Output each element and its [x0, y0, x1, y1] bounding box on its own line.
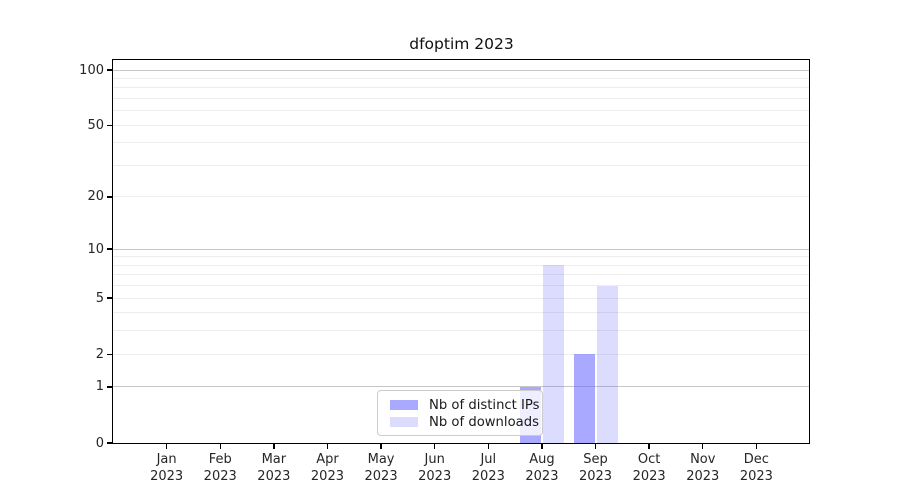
chart-title: dfoptim 2023 [409, 35, 514, 53]
legend-item-downloads: Nb of downloads [390, 414, 542, 430]
y-tick-mark [107, 124, 113, 126]
y-tick-label: 20 [87, 189, 104, 205]
x-tick-mark [487, 444, 489, 449]
y-tick-label: 50 [87, 117, 104, 133]
gridline-minor [113, 274, 810, 276]
y-tick-mark [107, 297, 113, 299]
x-tick-label: Mar 2023 [242, 452, 306, 485]
chart-legend: Nb of distinct IPs Nb of downloads [377, 390, 543, 436]
x-tick-mark [380, 444, 382, 449]
x-tick-label: Jul 2023 [456, 452, 520, 485]
x-tick-year: 2023 [310, 468, 344, 484]
legend-label-downloads: Nb of downloads [429, 414, 539, 430]
y-tick-label: 100 [79, 62, 104, 78]
x-tick-year: 2023 [364, 468, 398, 484]
y-tick-mark [107, 196, 113, 198]
gridline-minor [113, 124, 810, 126]
x-tick-label: Jun 2023 [403, 452, 467, 485]
gridline-minor [113, 142, 810, 144]
bar-nb-of-distinct-ips-sep [573, 354, 595, 443]
x-tick-year: 2023 [525, 468, 559, 484]
gridline-minor [113, 312, 810, 314]
x-tick-month: Jan [156, 452, 177, 467]
x-tick-mark [541, 444, 543, 449]
x-tick-mark [219, 444, 221, 449]
y-tick-mark [107, 386, 113, 388]
x-tick-month: Mar [261, 452, 287, 467]
gridline-major [113, 248, 810, 250]
y-tick-label: 1 [95, 379, 104, 395]
gridline-minor [113, 256, 810, 258]
gridline-minor [113, 330, 810, 332]
gridline-major [113, 386, 810, 388]
y-tick-mark [107, 248, 113, 250]
x-tick-year: 2023 [739, 468, 773, 484]
x-tick-month: Apr [316, 452, 339, 467]
gridline-major [113, 69, 810, 71]
y-tick-mark [107, 442, 113, 444]
bar-nb-of-downloads-sep [596, 285, 618, 443]
bar-nb-of-downloads-aug [542, 265, 564, 443]
x-tick-month: Oct [637, 452, 661, 467]
x-tick-month: Dec [743, 452, 769, 467]
x-tick-label: Dec 2023 [724, 452, 788, 485]
y-tick-mark [107, 353, 113, 355]
gridline-minor [113, 164, 810, 166]
x-tick-label: Sep 2023 [564, 452, 628, 485]
x-tick-year: 2023 [150, 468, 184, 484]
y-tick-label: 0 [95, 435, 104, 451]
x-tick-mark [273, 444, 275, 449]
x-tick-mark [648, 444, 650, 449]
legend-label-distinct-ips: Nb of distinct IPs [429, 397, 540, 413]
x-tick-year: 2023 [257, 468, 291, 484]
x-tick-mark [326, 444, 329, 449]
x-tick-label: Aug 2023 [510, 452, 574, 485]
gridline-minor [113, 77, 810, 79]
x-tick-year: 2023 [632, 468, 666, 484]
y-tick-mark [107, 69, 113, 71]
gridline-minor [113, 285, 810, 287]
x-tick-label: Nov 2023 [671, 452, 735, 485]
x-tick-month: Feb [208, 452, 232, 467]
x-tick-year: 2023 [686, 468, 720, 484]
x-tick-month: Nov [690, 452, 716, 467]
x-tick-year: 2023 [578, 468, 613, 484]
x-tick-label: Jan 2023 [135, 452, 199, 485]
x-tick-year: 2023 [418, 468, 452, 484]
x-tick-month: Sep [583, 452, 608, 467]
legend-item-distinct-ips: Nb of distinct IPs [390, 397, 542, 413]
y-tick-label: 2 [95, 346, 104, 362]
x-tick-year: 2023 [203, 468, 237, 484]
x-tick-label: Oct 2023 [617, 452, 681, 485]
gridline-minor [113, 264, 810, 266]
x-tick-month: Jul [480, 452, 497, 467]
gridline-minor [113, 87, 810, 89]
x-tick-year: 2023 [471, 468, 505, 484]
x-tick-mark [165, 444, 168, 449]
y-tick-label: 5 [95, 290, 104, 306]
gridline-minor [113, 297, 810, 299]
x-tick-month: May [367, 452, 395, 467]
gridline-minor [113, 97, 810, 99]
x-tick-mark [702, 444, 704, 449]
legend-swatch-distinct-ips [390, 400, 418, 410]
legend-swatch-downloads [390, 417, 418, 427]
x-tick-month: Jun [424, 452, 445, 467]
y-tick-label: 10 [87, 241, 104, 257]
x-tick-mark [755, 444, 758, 449]
x-tick-mark [594, 444, 597, 449]
x-tick-month: Aug [529, 452, 555, 467]
gridline-minor [113, 110, 810, 112]
x-tick-label: May 2023 [349, 452, 413, 485]
x-tick-label: Apr 2023 [295, 452, 359, 485]
x-tick-mark [433, 444, 436, 449]
gridline-minor [113, 196, 810, 198]
gridline-minor [113, 353, 810, 355]
x-tick-label: Feb 2023 [188, 452, 252, 485]
